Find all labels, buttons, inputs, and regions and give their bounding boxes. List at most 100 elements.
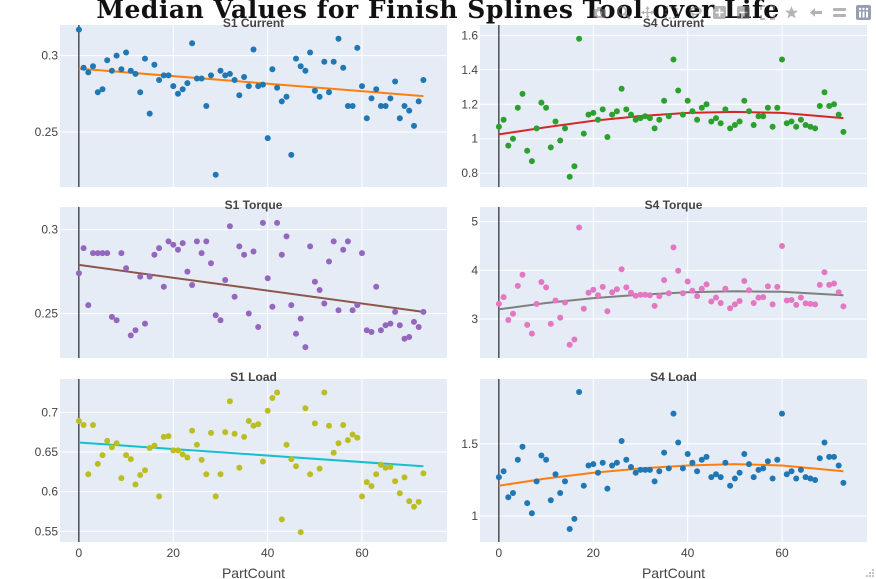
data-point[interactable] (236, 243, 243, 250)
data-point[interactable] (236, 464, 243, 471)
data-point[interactable] (283, 233, 290, 240)
data-point[interactable] (703, 453, 710, 460)
data-point[interactable] (585, 111, 592, 118)
data-point[interactable] (151, 251, 158, 258)
data-point[interactable] (377, 327, 384, 334)
data-point[interactable] (788, 468, 795, 475)
data-point[interactable] (675, 267, 682, 274)
data-point[interactable] (746, 108, 752, 115)
data-point[interactable] (684, 278, 691, 285)
data-point[interactable] (377, 103, 384, 109)
data-point[interactable] (665, 113, 672, 120)
data-point[interactable] (783, 120, 790, 127)
data-point[interactable] (259, 219, 266, 226)
data-point[interactable] (651, 302, 658, 309)
data-point[interactable] (495, 474, 502, 481)
data-point[interactable] (821, 89, 828, 96)
data-point[interactable] (406, 498, 413, 505)
data-point[interactable] (137, 89, 144, 96)
data-point[interactable] (274, 389, 281, 396)
data-point[interactable] (524, 500, 531, 507)
data-point[interactable] (307, 471, 314, 478)
data-point[interactable] (75, 418, 82, 424)
data-point[interactable] (241, 251, 248, 258)
data-point[interactable] (335, 440, 342, 447)
data-point[interactable] (80, 64, 87, 71)
data-point[interactable] (750, 474, 757, 481)
data-point[interactable] (689, 108, 696, 115)
data-point[interactable] (401, 103, 408, 109)
data-point[interactable] (344, 103, 351, 109)
data-point[interactable] (368, 329, 375, 335)
data-point[interactable] (335, 307, 342, 314)
data-point[interactable] (108, 67, 115, 74)
data-point[interactable] (632, 292, 639, 299)
data-point[interactable] (396, 490, 403, 497)
data-point[interactable] (684, 97, 691, 104)
data-point[interactable] (547, 144, 554, 151)
data-point[interactable] (156, 245, 163, 252)
data-point[interactable] (812, 477, 819, 483)
data-point[interactable] (807, 123, 814, 130)
data-point[interactable] (340, 64, 347, 71)
data-point[interactable] (94, 89, 101, 96)
data-point[interactable] (684, 451, 691, 457)
data-point[interactable] (175, 90, 181, 97)
data-point[interactable] (538, 279, 545, 285)
data-point[interactable] (750, 300, 757, 306)
data-point[interactable] (127, 332, 134, 339)
data-point[interactable] (731, 122, 738, 128)
data-point[interactable] (665, 290, 672, 297)
data-point[interactable] (307, 49, 314, 56)
data-point[interactable] (595, 116, 601, 123)
data-point[interactable] (755, 113, 762, 120)
data-point[interactable] (316, 465, 323, 472)
data-point[interactable] (198, 75, 205, 82)
data-point[interactable] (245, 418, 252, 424)
data-point[interactable] (802, 474, 809, 481)
reset-axes-icon[interactable] (782, 3, 800, 21)
data-point[interactable] (495, 300, 502, 307)
data-point[interactable] (717, 474, 724, 481)
data-point[interactable] (160, 283, 167, 290)
data-point[interactable] (500, 468, 507, 475)
data-point[interactable] (118, 66, 125, 73)
data-point[interactable] (543, 456, 550, 463)
data-point[interactable] (703, 281, 710, 288)
data-point[interactable] (628, 464, 634, 470)
data-point[interactable] (396, 322, 403, 329)
data-point[interactable] (764, 104, 771, 111)
data-point[interactable] (590, 109, 597, 116)
data-point[interactable] (406, 107, 413, 114)
data-point[interactable] (661, 97, 668, 104)
data-point[interactable] (387, 464, 394, 470)
data-point[interactable] (377, 461, 384, 468)
data-point[interactable] (524, 147, 531, 154)
data-point[interactable] (802, 122, 809, 128)
data-point[interactable] (552, 471, 559, 478)
data-point[interactable] (713, 115, 719, 122)
data-point[interactable] (175, 447, 181, 454)
data-point[interactable] (797, 116, 804, 123)
data-point[interactable] (127, 456, 134, 463)
data-point[interactable] (722, 459, 729, 466)
data-point[interactable] (302, 405, 309, 412)
data-point[interactable] (349, 103, 356, 109)
data-point[interactable] (528, 330, 535, 337)
data-point[interactable] (94, 460, 101, 467)
data-point[interactable] (698, 456, 705, 463)
data-point[interactable] (543, 284, 550, 291)
data-point[interactable] (321, 300, 328, 307)
data-point[interactable] (326, 258, 332, 265)
data-point[interactable] (585, 289, 592, 296)
data-point[interactable] (670, 56, 677, 63)
data-point[interactable] (613, 459, 620, 466)
data-point[interactable] (170, 447, 177, 454)
data-point[interactable] (590, 286, 597, 293)
data-point[interactable] (411, 503, 417, 510)
data-point[interactable] (123, 265, 130, 272)
data-point[interactable] (628, 111, 634, 118)
data-point[interactable] (566, 341, 573, 348)
data-point[interactable] (831, 280, 837, 287)
data-point[interactable] (840, 128, 847, 135)
